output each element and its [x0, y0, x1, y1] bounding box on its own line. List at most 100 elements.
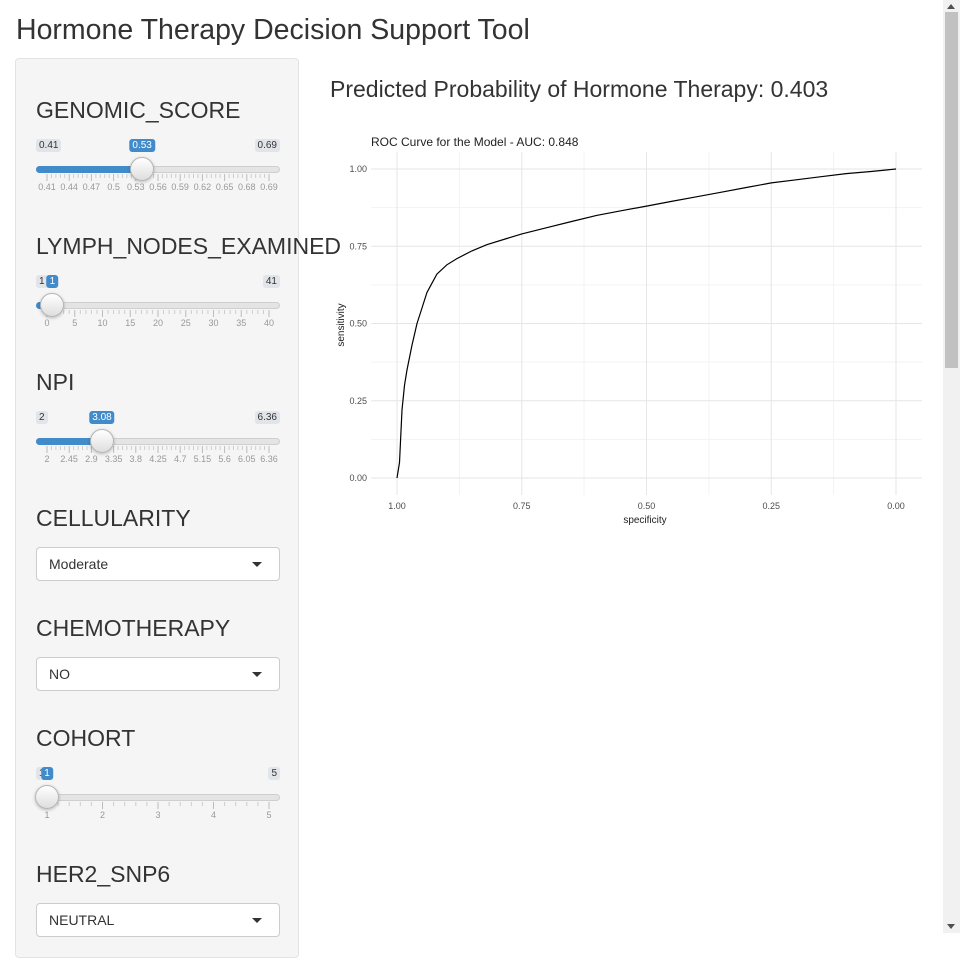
- her2-snp6-selected-value: NEUTRAL: [49, 912, 115, 928]
- slider-fill: [36, 438, 102, 445]
- chemotherapy-select[interactable]: NO: [36, 657, 280, 691]
- slider-tick-label: 0.65: [216, 182, 234, 192]
- scroll-up-arrow-icon[interactable]: [947, 4, 955, 9]
- slider-tick-label: 3: [155, 810, 160, 820]
- chart-grid: [371, 152, 922, 495]
- npi-slider[interactable]: 2 6.36 3.08 2 2.45 2.9 3.35 3.8 4.25 4.7 5.15 5.…: [36, 411, 280, 467]
- x-tick-label: 0.50: [638, 501, 656, 511]
- slider-tick-label: 0.53: [127, 182, 145, 192]
- lymph-nodes-examined-slider[interactable]: 1 41 1 0 5 10 15 20 25 30 35 40: [36, 275, 280, 331]
- slider-tick-label: 10: [97, 318, 107, 328]
- slider-value-label: 0.53: [129, 139, 155, 152]
- slider-tick-label: 2: [44, 454, 49, 464]
- npi-label: NPI: [36, 369, 75, 395]
- slider-tick-label: 0.56: [149, 182, 167, 192]
- slider-tick-label: 5.15: [194, 454, 212, 464]
- slider-tick-label: 6.36: [260, 454, 278, 464]
- cohort-slider[interactable]: 1 5 1 1 2 3 4 5: [35, 767, 280, 823]
- scrollbar-thumb[interactable]: [945, 12, 958, 368]
- slider-tick-label: 2: [100, 810, 105, 820]
- slider-value-label: 3.08: [89, 411, 115, 424]
- scroll-down-arrow-icon[interactable]: [947, 924, 955, 929]
- slider-min-label: 1: [36, 275, 48, 288]
- cellularity-select[interactable]: Moderate: [36, 547, 280, 581]
- cellularity-label: CELLULARITY: [36, 505, 191, 531]
- slider-min-label: 2: [36, 411, 48, 424]
- slider-tick-label: 4.7: [174, 454, 187, 464]
- slider-max-label: 6.36: [254, 411, 280, 424]
- slider-tick-label: 0.41: [38, 182, 56, 192]
- chevron-down-icon: [252, 918, 262, 923]
- x-tick-label: 0.25: [762, 501, 780, 511]
- slider-handle[interactable]: [89, 429, 114, 453]
- lymph-nodes-examined-label: LYMPH_NODES_EXAMINED: [36, 233, 342, 259]
- genomic-score-label: GENOMIC_SCORE: [36, 97, 241, 123]
- slider-fill: [36, 166, 143, 173]
- predicted-probability-text: Predicted Probability of Hormone Therapy…: [330, 76, 829, 102]
- slider-ticks: 1 2 3 4 5: [44, 802, 272, 820]
- roc-curve-line: [396, 168, 897, 479]
- genomic-score-slider[interactable]: 0.41 0.69 0.53 0.41 0.44 0.47 0.5 0.53 0.56 0.…: [36, 139, 280, 195]
- chevron-down-icon: [252, 562, 262, 567]
- slider-tick-label: 2.45: [60, 454, 78, 464]
- sidebar-panel: GENOMIC_SCORE 0.41 0.69 0.53 0.41 0.44 0.4…: [15, 58, 341, 958]
- slider-tick-label: 0.69: [260, 182, 278, 192]
- slider-value-label: 1: [41, 767, 53, 780]
- slider-ticks: 0 5 10 15 20 25 30 35 40: [44, 310, 274, 328]
- slider-handle[interactable]: [130, 157, 155, 181]
- slider-track[interactable]: [36, 302, 280, 309]
- page-scrollbar[interactable]: [943, 0, 960, 933]
- slider-tick-label: 0.68: [238, 182, 256, 192]
- slider-tick-label: 5: [72, 318, 77, 328]
- chart-title: ROC Curve for the Model - AUC: 0.848: [371, 135, 579, 149]
- slider-track[interactable]: [36, 794, 280, 801]
- app-title: Hormone Therapy Decision Support Tool: [16, 14, 530, 46]
- slider-tick-label: 15: [125, 318, 135, 328]
- x-tick-label: 0.75: [513, 501, 531, 511]
- slider-max-label: 5: [268, 767, 280, 780]
- y-tick-label: 0.75: [349, 241, 367, 251]
- slider-tick-label: 2.9: [85, 454, 98, 464]
- roc-curve-chart: ROC Curve for the Model - AUC: 0.848 spe…: [336, 135, 922, 526]
- slider-min-label: 0.41: [36, 139, 62, 152]
- y-tick-label: 1.00: [349, 164, 367, 174]
- slider-tick-label: 35: [236, 318, 246, 328]
- slider-tick-label: 0.5: [107, 182, 120, 192]
- slider-tick-label: 3.8: [130, 454, 143, 464]
- slider-handle[interactable]: [35, 785, 59, 809]
- slider-tick-label: 20: [153, 318, 163, 328]
- slider-handle[interactable]: [40, 293, 65, 317]
- cellularity-selected-value: Moderate: [49, 556, 109, 572]
- y-tick-label: 0.00: [349, 473, 367, 483]
- slider-max-label: 41: [262, 275, 280, 288]
- slider-tick-label: 25: [181, 318, 191, 328]
- x-tick-label: 0.00: [887, 501, 905, 511]
- slider-tick-label: 6.05: [238, 454, 256, 464]
- slider-tick-label: 40: [264, 318, 274, 328]
- chevron-down-icon: [252, 672, 262, 677]
- slider-tick-label: 0: [44, 318, 49, 328]
- chart-tick-labels: 1.00 0.75 0.50 0.25 0.00 0.00 0.25 0.50 0.75 1.00: [349, 164, 904, 511]
- y-tick-label: 0.50: [349, 319, 367, 329]
- slider-tick-label: 0.62: [194, 182, 212, 192]
- y-axis-label: sensitivity: [336, 303, 347, 346]
- slider-ticks: 2 2.45 2.9 3.35 3.8 4.25 4.7 5.15 5.6 6.05 6.36: [44, 446, 278, 464]
- slider-tick-label: 5: [266, 810, 271, 820]
- slider-tick-label: 4.25: [149, 454, 167, 464]
- slider-tick-label: 4: [211, 810, 216, 820]
- chemotherapy-selected-value: NO: [49, 666, 70, 682]
- slider-tick-label: 0.44: [60, 182, 78, 192]
- slider-tick-label: 5.6: [218, 454, 231, 464]
- cohort-label: COHORT: [36, 725, 136, 751]
- x-axis-label: specificity: [623, 515, 666, 526]
- slider-max-label: 0.69: [254, 139, 280, 152]
- x-tick-label: 1.00: [388, 501, 406, 511]
- her2-snp6-label: HER2_SNP6: [36, 861, 171, 887]
- slider-tick-label: 0.59: [171, 182, 189, 192]
- chemotherapy-label: CHEMOTHERAPY: [36, 615, 231, 641]
- y-tick-label: 0.25: [349, 396, 367, 406]
- her2-snp6-select[interactable]: NEUTRAL: [36, 903, 280, 937]
- slider-tick-label: 0.47: [83, 182, 101, 192]
- slider-tick-label: 1: [44, 810, 49, 820]
- slider-tick-label: 30: [208, 318, 218, 328]
